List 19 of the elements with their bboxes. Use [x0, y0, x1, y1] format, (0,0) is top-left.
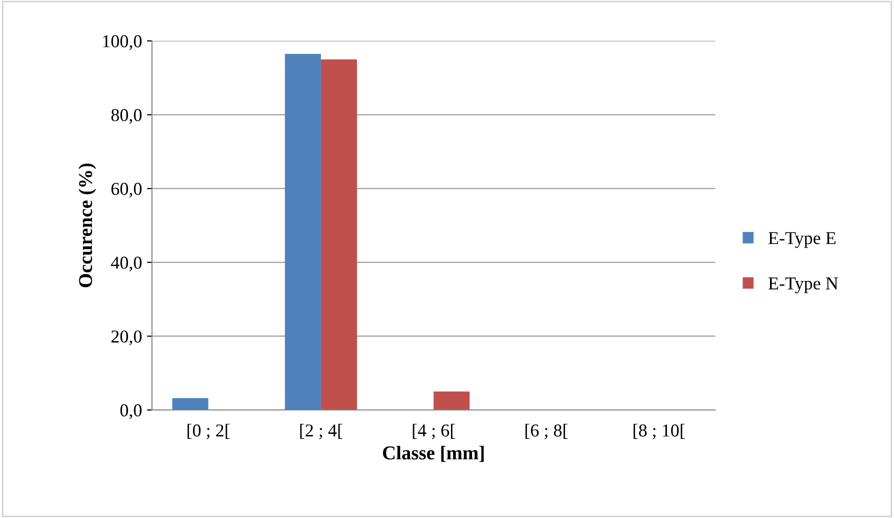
x-tick-label: [4 ; 6[	[412, 424, 455, 440]
bar	[284, 54, 321, 410]
x-tick-label: [8 ; 10[	[634, 424, 685, 440]
bar	[172, 398, 208, 410]
x-tick-label: [2 ; 4[	[300, 424, 342, 440]
legend-label: E-Type E	[768, 232, 836, 248]
bar	[320, 59, 357, 410]
y-axis-title: Occurence (%)	[78, 164, 96, 288]
y-tick-label: 60,0	[111, 182, 142, 198]
x-tick-label: [6 ; 8[	[526, 424, 568, 440]
y-tick-label: 20,0	[111, 330, 142, 346]
y-tick-label: 40,0	[111, 256, 142, 272]
x-tick-label: [0 ; 2[	[188, 424, 230, 440]
y-tick-label: 80,0	[111, 108, 142, 124]
y-tick-label: 0,0	[120, 404, 142, 420]
y-tick-label: 100,0	[103, 35, 142, 50]
x-axis-title: Classe [mm]	[382, 446, 484, 462]
legend-label: E-Type N	[768, 278, 838, 294]
bar	[434, 392, 470, 410]
